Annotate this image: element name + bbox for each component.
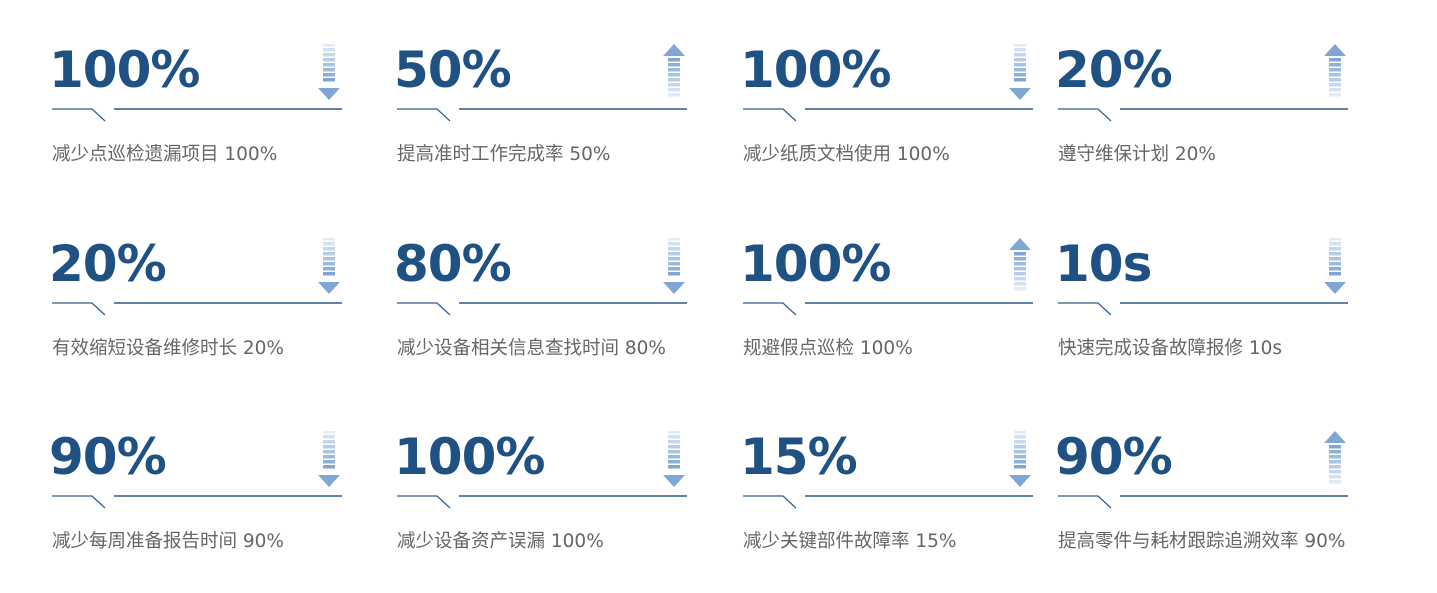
stat-value: 20% [49, 235, 167, 293]
stat-label: 减少设备资产误漏 100% [397, 531, 604, 552]
stat-label: 快速完成设备故障报修 10s [1058, 338, 1283, 359]
stat-card: 100% 减少点巡检遗漏项目 100% [49, 41, 344, 184]
stat-card: 100% 减少纸质文档使用 100% [740, 41, 1035, 184]
stat-label: 遵守维保计划 20% [1058, 144, 1217, 165]
stat-card: 10s 快速完成设备故障报修 10s [1055, 235, 1350, 378]
underline-divider [52, 108, 342, 122]
arrow-down-icon [1009, 431, 1031, 487]
stat-label: 减少关键部件故障率 15% [743, 531, 957, 552]
stat-card: 50% 提高准时工作完成率 50% [394, 41, 689, 184]
arrow-down-icon [663, 431, 685, 487]
stat-value: 10s [1055, 235, 1152, 293]
arrow-down-icon [663, 238, 685, 294]
arrow-up-icon [663, 44, 685, 97]
underline-divider [397, 495, 687, 509]
stat-label: 规避假点巡检 100% [743, 338, 913, 359]
stat-label: 有效缩短设备维修时长 20% [52, 338, 285, 359]
stat-value: 80% [394, 235, 512, 293]
stat-label: 减少设备相关信息查找时间 80% [397, 338, 667, 359]
stat-value: 20% [1055, 41, 1173, 99]
stat-card: 90% 提高零件与耗材跟踪追溯效率 90% [1055, 428, 1350, 571]
stat-value: 100% [740, 235, 891, 293]
underline-divider [397, 302, 687, 316]
arrow-up-icon [1324, 44, 1346, 97]
stat-label: 减少点巡检遗漏项目 100% [52, 144, 278, 165]
stat-value: 50% [394, 41, 512, 99]
underline-divider [397, 108, 687, 122]
stat-label: 减少纸质文档使用 100% [743, 144, 950, 165]
stat-value: 100% [740, 41, 891, 99]
stat-card: 20% 有效缩短设备维修时长 20% [49, 235, 344, 378]
stat-label: 提高准时工作完成率 50% [397, 144, 611, 165]
underline-divider [1058, 495, 1348, 509]
stat-value: 90% [49, 428, 167, 486]
arrow-down-icon [318, 44, 340, 100]
stat-value: 90% [1055, 428, 1173, 486]
stat-card: 80% 减少设备相关信息查找时间 80% [394, 235, 689, 378]
stat-card: 90% 减少每周准备报告时间 90% [49, 428, 344, 571]
underline-divider [52, 495, 342, 509]
stat-value: 15% [740, 428, 858, 486]
arrow-down-icon [1009, 44, 1031, 100]
stat-value: 100% [49, 41, 200, 99]
stat-value: 100% [394, 428, 545, 486]
underline-divider [1058, 302, 1348, 316]
arrow-up-icon [1324, 431, 1346, 484]
stat-card: 100% 减少设备资产误漏 100% [394, 428, 689, 571]
underline-divider [743, 495, 1033, 509]
stat-card: 15% 减少关键部件故障率 15% [740, 428, 1035, 571]
arrow-down-icon [1324, 238, 1346, 294]
stat-label: 减少每周准备报告时间 90% [52, 531, 285, 552]
underline-divider [743, 302, 1033, 316]
stat-label: 提高零件与耗材跟踪追溯效率 90% [1058, 531, 1346, 552]
arrow-up-icon [1009, 238, 1031, 291]
arrow-down-icon [318, 431, 340, 487]
underline-divider [1058, 108, 1348, 122]
underline-divider [743, 108, 1033, 122]
stat-card: 20% 遵守维保计划 20% [1055, 41, 1350, 184]
arrow-down-icon [318, 238, 340, 294]
stat-card: 100% 规避假点巡检 100% [740, 235, 1035, 378]
underline-divider [52, 302, 342, 316]
